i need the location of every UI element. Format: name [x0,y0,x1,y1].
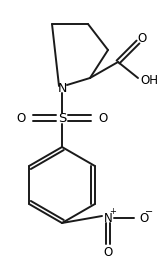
Text: S: S [58,112,66,125]
Text: −: − [145,207,153,217]
Text: O: O [139,212,149,224]
Text: N: N [104,212,112,224]
Text: O: O [98,112,108,125]
Text: N: N [57,82,67,94]
Text: OH: OH [140,73,158,86]
Text: +: + [110,208,116,217]
Text: O: O [16,112,26,125]
Text: O: O [137,32,147,45]
Text: O: O [103,246,113,258]
